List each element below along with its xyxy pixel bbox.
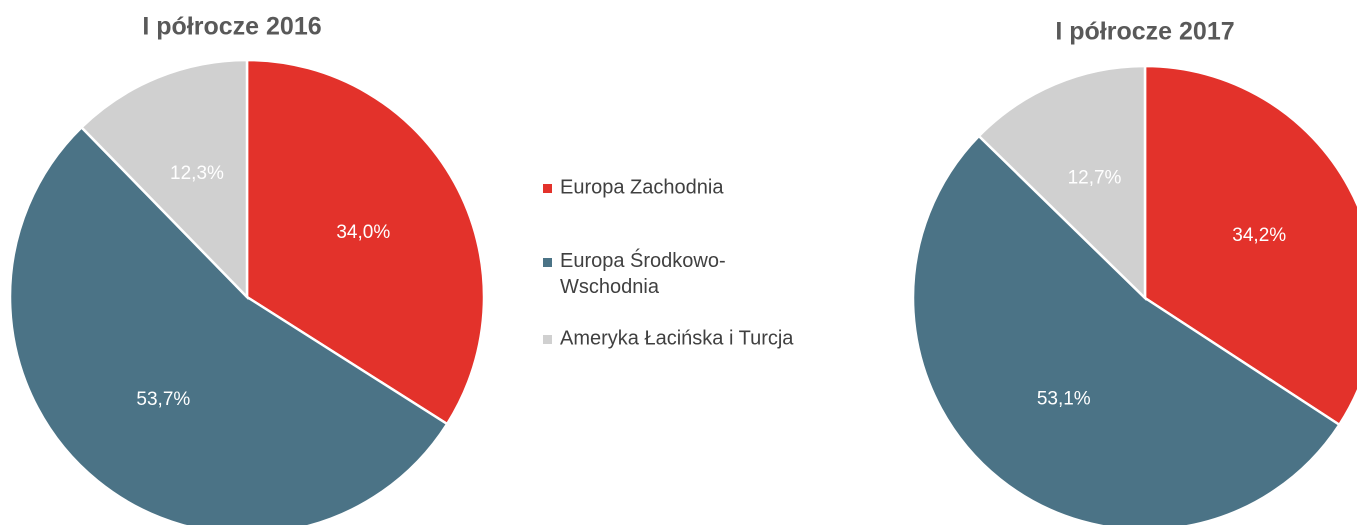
pie-slice (245, 58, 486, 426)
pie-slice (8, 125, 449, 525)
chart-title: I półrocze 2016 (142, 13, 321, 41)
pie-slice (977, 64, 1147, 301)
legend-label: Ameryka Łacińska i Turcja (560, 327, 794, 349)
data-label: 53,1% (1037, 388, 1091, 409)
legend-marker (543, 258, 552, 267)
data-label: 12,3% (170, 163, 224, 184)
data-label: 53,7% (136, 389, 190, 410)
chart-title: I półrocze 2017 (1055, 18, 1234, 46)
legend-marker (543, 335, 552, 344)
pie-slice (911, 134, 1342, 525)
pie-slice (79, 58, 249, 301)
data-label: 34,0% (336, 222, 390, 243)
legend-label: Europa Środkowo-Wschodnia (560, 248, 726, 298)
legend-marker (543, 184, 552, 193)
legend-label: Europa Zachodnia (560, 176, 724, 198)
pie-slice (1143, 64, 1357, 427)
data-label: 12,7% (1068, 167, 1122, 188)
data-label: 34,2% (1232, 225, 1286, 246)
